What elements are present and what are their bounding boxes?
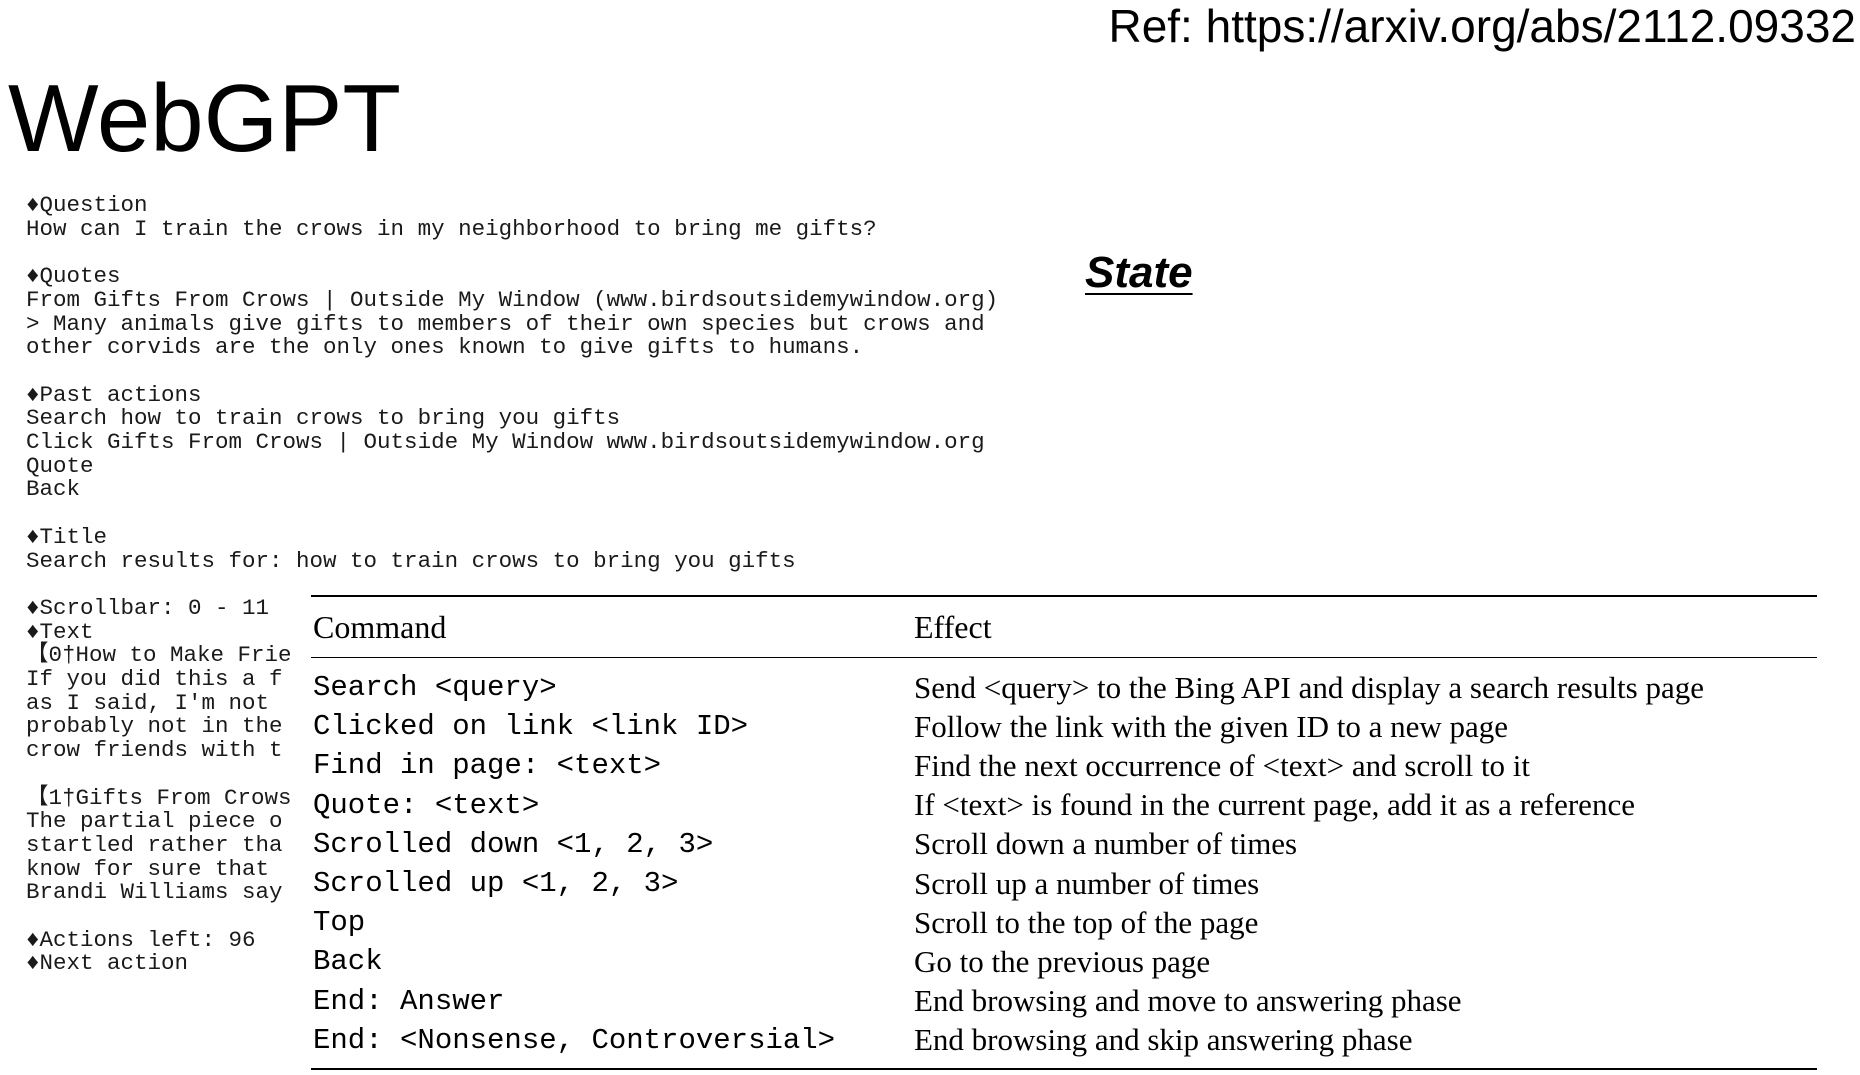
state-line: ♦Text (26, 618, 94, 645)
state-text: ♦Question How can I train the crows in my… (26, 192, 999, 1000)
state-line: Brandi Williams say (26, 879, 283, 906)
table-row: Find in page: <text> Find the next occurr… (311, 746, 1817, 785)
state-line: From Gifts From Crows | Outside My Windo… (26, 286, 999, 313)
slide-title: WebGPT (8, 65, 401, 172)
effect-cell: End browsing and move to answering phase (914, 983, 1462, 1019)
state-line: How can I train the crows in my neighbor… (26, 215, 877, 242)
state-line: ♦Title (26, 523, 108, 550)
state-line: other corvids are the only ones known to… (26, 334, 864, 361)
reference: Ref: https://arxiv.org/abs/2112.09332 (1108, 0, 1856, 52)
state-line: ♦Next action (26, 950, 189, 977)
header-cell: Effect (914, 608, 992, 645)
state-line: probably not in the (26, 713, 283, 740)
effect-cell: Scroll up a number of times (914, 865, 1260, 901)
state-line: Click Gifts From Crows | Outside My Wind… (26, 429, 985, 455)
effect-cell: Go to the previous page (914, 943, 1211, 979)
state-line: Search how to train crows to bring you g… (26, 405, 621, 432)
state-line: ♦Question (26, 192, 148, 218)
command-cell: Scrolled down <1, 2, 3> (313, 827, 714, 861)
state-line: > Many animals give gifts to members of … (26, 310, 985, 337)
state-line: ♦Actions left: 96 (26, 926, 256, 953)
table-row: End: Answer End browsing and move to answ… (311, 982, 1817, 1021)
state-line: ♦Quotes (26, 263, 121, 290)
command-cell: End: Answer (313, 984, 505, 1018)
state-line: 【1†Gifts From Crows (26, 784, 292, 811)
state-block: ♦Scrollbar: 0 - 11 ♦Text 【0†How to Make Fr… (26, 594, 998, 764)
state-block: ♦Question How can I train the crows in my… (26, 192, 998, 242)
state-line: If you did this a f (26, 666, 283, 692)
table-row: Search <query> Send <query> to the Bing A… (311, 668, 1817, 707)
table-row: Quote: <text> If <text> is found in the c… (311, 786, 1817, 825)
command-cell: Quote: <text> (313, 788, 540, 822)
state-line: ♦Scrollbar: 0 - 11 (26, 594, 270, 621)
table-header: Command Effect (311, 597, 1817, 658)
command-cell: End: <Nonsense, Controversial> (313, 1023, 836, 1057)
state-block: ♦Quotes From Gifts From Crows | Outside M… (26, 263, 999, 361)
effect-cell: End browsing and skip answering phase (914, 1022, 1413, 1058)
table-row: Top Scroll to the top of the page (311, 903, 1817, 942)
state-line: startled rather tha (26, 831, 283, 858)
command-cell: Find in page: <text> (313, 749, 662, 783)
header-cell: Command (313, 608, 447, 645)
effect-cell: Scroll down a number of times (914, 826, 1298, 862)
state-line: 【0†How to Make Frie (26, 642, 292, 669)
command-cell: Clicked on link <link ID> (313, 710, 749, 744)
command-cell: Scrolled up <1, 2, 3> (313, 867, 679, 901)
command-cell: Search <query> (313, 671, 557, 705)
effect-cell: Scroll to the top of the page (914, 904, 1259, 940)
effect-cell: Send <query> to the Bing API and display… (914, 669, 1705, 705)
effect-cell: Find the next occurrence of <text> and s… (914, 747, 1531, 783)
table-row: Clicked on link <link ID> Follow the link… (311, 707, 1817, 746)
table-row: Back Go to the previous page (311, 942, 1817, 981)
command-cell: Top (313, 906, 366, 940)
command-table: Command Effect Search <query> Send <query… (311, 595, 1817, 1070)
state-block: 【1†Gifts From Crows The partial piece o st… (26, 784, 998, 906)
state-line: The partial piece o (26, 808, 283, 835)
state-line: crow friends with t (26, 737, 283, 764)
table-row: End: <Nonsense, Controversial> End browsi… (311, 1021, 1817, 1060)
effect-cell: If <text> is found in the current page, … (914, 787, 1635, 823)
state-line: Quote (26, 452, 94, 479)
state-line: as I said, I'm not (26, 689, 270, 716)
command-cell: Back (313, 945, 383, 979)
state-block: ♦Actions left: 96 ♦Next action (26, 926, 998, 977)
effect-cell: Follow the link with the given ID to a n… (914, 708, 1509, 744)
state-block: ♦Past actions Search how to train crows t… (26, 381, 998, 503)
table-body: Search <query> Send <query> to the Bing A… (311, 658, 1817, 1068)
state-line: ♦Past actions (26, 381, 202, 408)
table-row: Scrolled up <1, 2, 3> Scroll up a number … (311, 864, 1817, 903)
state-line: know for sure that (26, 855, 270, 882)
table-row: Scrolled down <1, 2, 3> Scroll down a num… (311, 825, 1817, 864)
state-block: ♦Title Search results for: how to train c… (26, 523, 998, 574)
state-line: Back (26, 476, 81, 503)
state-line: Search results for: how to train crows t… (26, 547, 796, 574)
state-label: State (1085, 248, 1193, 297)
